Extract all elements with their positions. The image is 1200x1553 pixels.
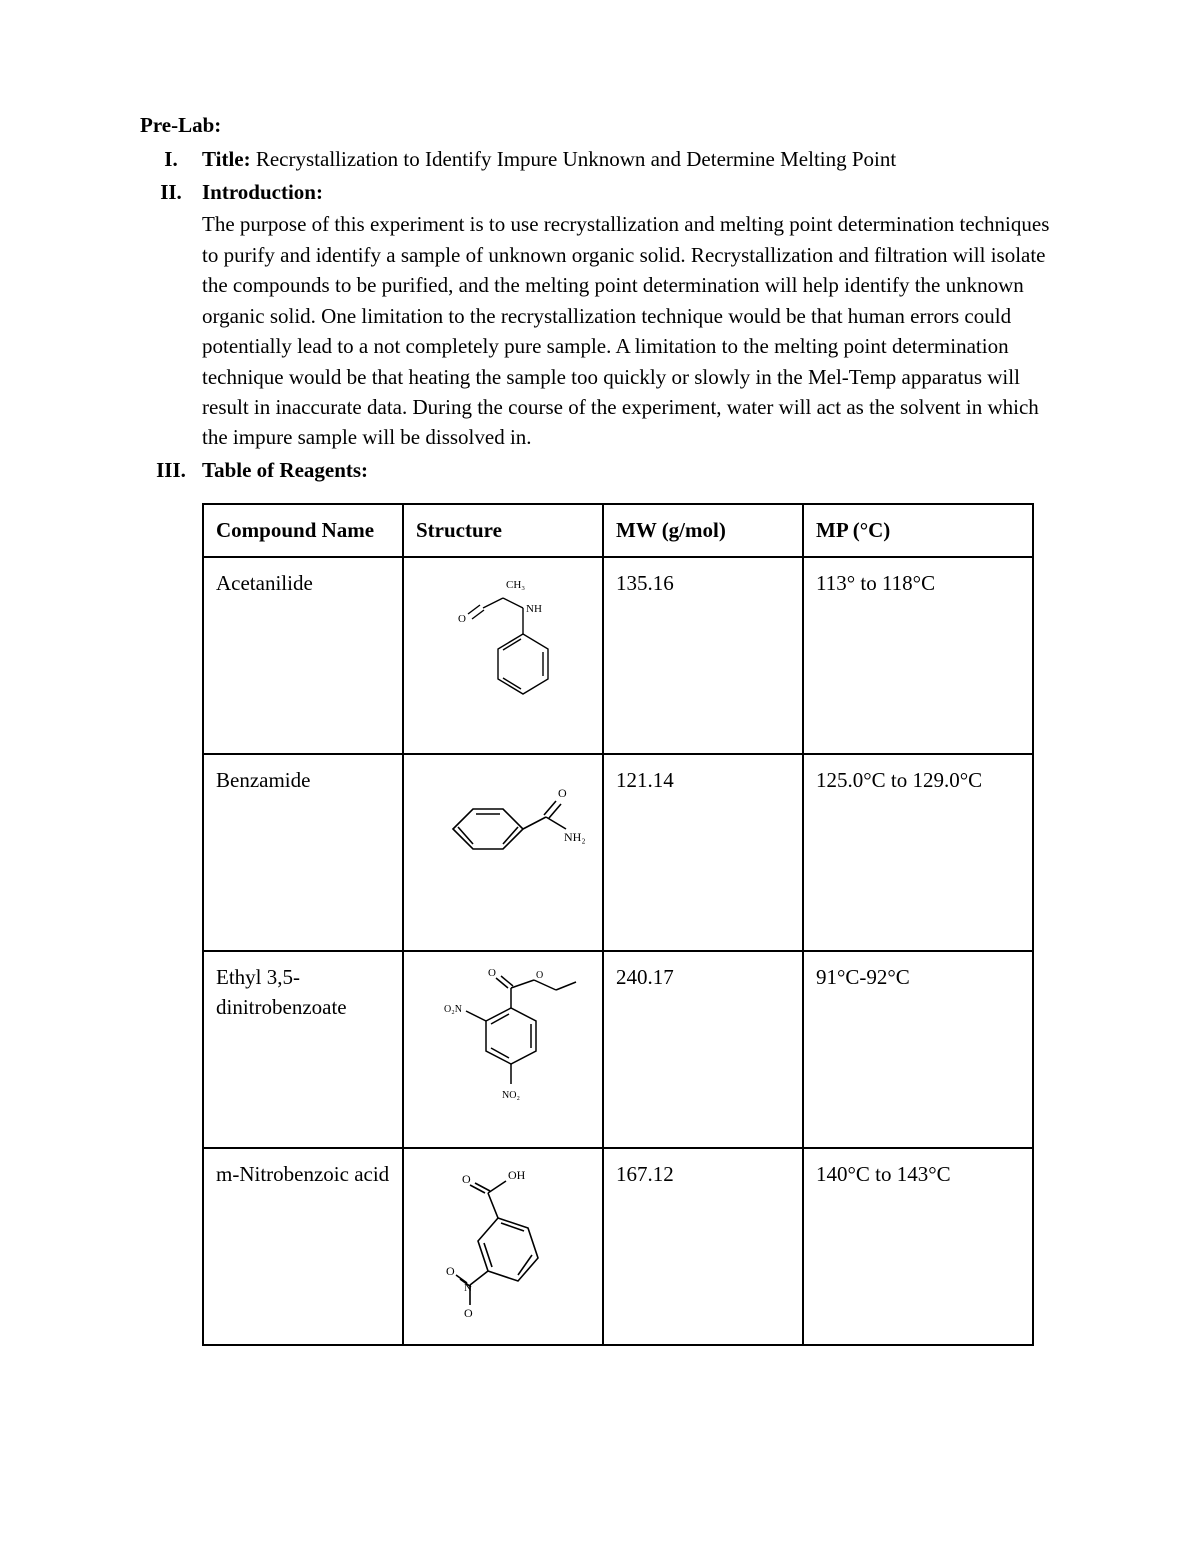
prelab-heading: Pre-Lab: bbox=[140, 110, 1060, 140]
cell-mp: 91°C-92°C bbox=[803, 951, 1033, 1148]
introduction-text: The purpose of this experiment is to use… bbox=[202, 209, 1060, 453]
svg-text:OH: OH bbox=[508, 1168, 526, 1182]
col-header-mp: MP (°C) bbox=[803, 504, 1033, 556]
structure-m-nba-icon: O OH O N O bbox=[418, 1163, 588, 1333]
section-numeral: II. bbox=[140, 177, 202, 207]
col-header-mw: MW (g/mol) bbox=[603, 504, 803, 556]
svg-text:O₂N: O₂N bbox=[444, 1004, 462, 1015]
cell-structure: CH₃ NH O bbox=[403, 557, 603, 754]
table-row: Ethyl 3,5-dinitrobenzoate bbox=[203, 951, 1033, 1148]
svg-text:NH₂: NH₂ bbox=[564, 830, 586, 844]
cell-name: Benzamide bbox=[203, 754, 403, 951]
table-row: m-Nitrobenzoic acid bbox=[203, 1148, 1033, 1345]
svg-text:O: O bbox=[458, 613, 466, 625]
col-header-name: Compound Name bbox=[203, 504, 403, 556]
svg-text:CH₃: CH₃ bbox=[506, 579, 525, 591]
table-row: Acetanilide bbox=[203, 557, 1033, 754]
cell-mp: 113° to 118°C bbox=[803, 557, 1033, 754]
structure-ethyl-dnb-icon: O O O₂N NO₂ bbox=[416, 966, 596, 1116]
structure-benzamide-icon: O NH₂ bbox=[418, 769, 588, 889]
col-header-structure: Structure bbox=[403, 504, 603, 556]
section-reagents: III. Table of Reagents: bbox=[140, 455, 1060, 485]
svg-text:O: O bbox=[558, 786, 567, 800]
svg-text:O: O bbox=[536, 970, 543, 981]
cell-mw: 135.16 bbox=[603, 557, 803, 754]
cell-name: Acetanilide bbox=[203, 557, 403, 754]
svg-text:O: O bbox=[446, 1264, 455, 1278]
cell-name: m-Nitrobenzoic acid bbox=[203, 1148, 403, 1345]
cell-mw: 240.17 bbox=[603, 951, 803, 1148]
section-numeral: III. bbox=[140, 455, 202, 485]
svg-text:O: O bbox=[464, 1306, 473, 1320]
cell-structure: O OH O N O bbox=[403, 1148, 603, 1345]
svg-text:N: N bbox=[464, 1282, 472, 1294]
cell-structure: O O O₂N NO₂ bbox=[403, 951, 603, 1148]
reagent-table: Compound Name Structure MW (g/mol) MP (°… bbox=[202, 503, 1034, 1345]
cell-mw: 121.14 bbox=[603, 754, 803, 951]
svg-text:NO₂: NO₂ bbox=[502, 1090, 520, 1101]
cell-name: Ethyl 3,5-dinitrobenzoate bbox=[203, 951, 403, 1148]
cell-structure: O NH₂ bbox=[403, 754, 603, 951]
cell-mw: 167.12 bbox=[603, 1148, 803, 1345]
table-row: Benzamide bbox=[203, 754, 1033, 951]
svg-text:O: O bbox=[462, 1172, 471, 1186]
cell-mp: 125.0°C to 129.0°C bbox=[803, 754, 1033, 951]
svg-text:O: O bbox=[488, 967, 496, 979]
section-label: Title: bbox=[202, 147, 251, 171]
page: Pre-Lab: I. Title: Recrystallization to … bbox=[0, 0, 1200, 1553]
table-header-row: Compound Name Structure MW (g/mol) MP (°… bbox=[203, 504, 1033, 556]
cell-mp: 140°C to 143°C bbox=[803, 1148, 1033, 1345]
title-text: Recrystallization to Identify Impure Unk… bbox=[256, 147, 896, 171]
structure-acetanilide-icon: CH₃ NH O bbox=[428, 572, 578, 732]
section-list: I. Title: Recrystallization to Identify … bbox=[140, 144, 1060, 485]
section-title: I. Title: Recrystallization to Identify … bbox=[140, 144, 1060, 174]
section-introduction: II. Introduction: The purpose of this ex… bbox=[140, 177, 1060, 453]
section-label: Introduction: bbox=[202, 180, 323, 204]
section-numeral: I. bbox=[140, 144, 202, 174]
section-label: Table of Reagents: bbox=[202, 458, 368, 482]
svg-text:NH: NH bbox=[526, 603, 542, 615]
